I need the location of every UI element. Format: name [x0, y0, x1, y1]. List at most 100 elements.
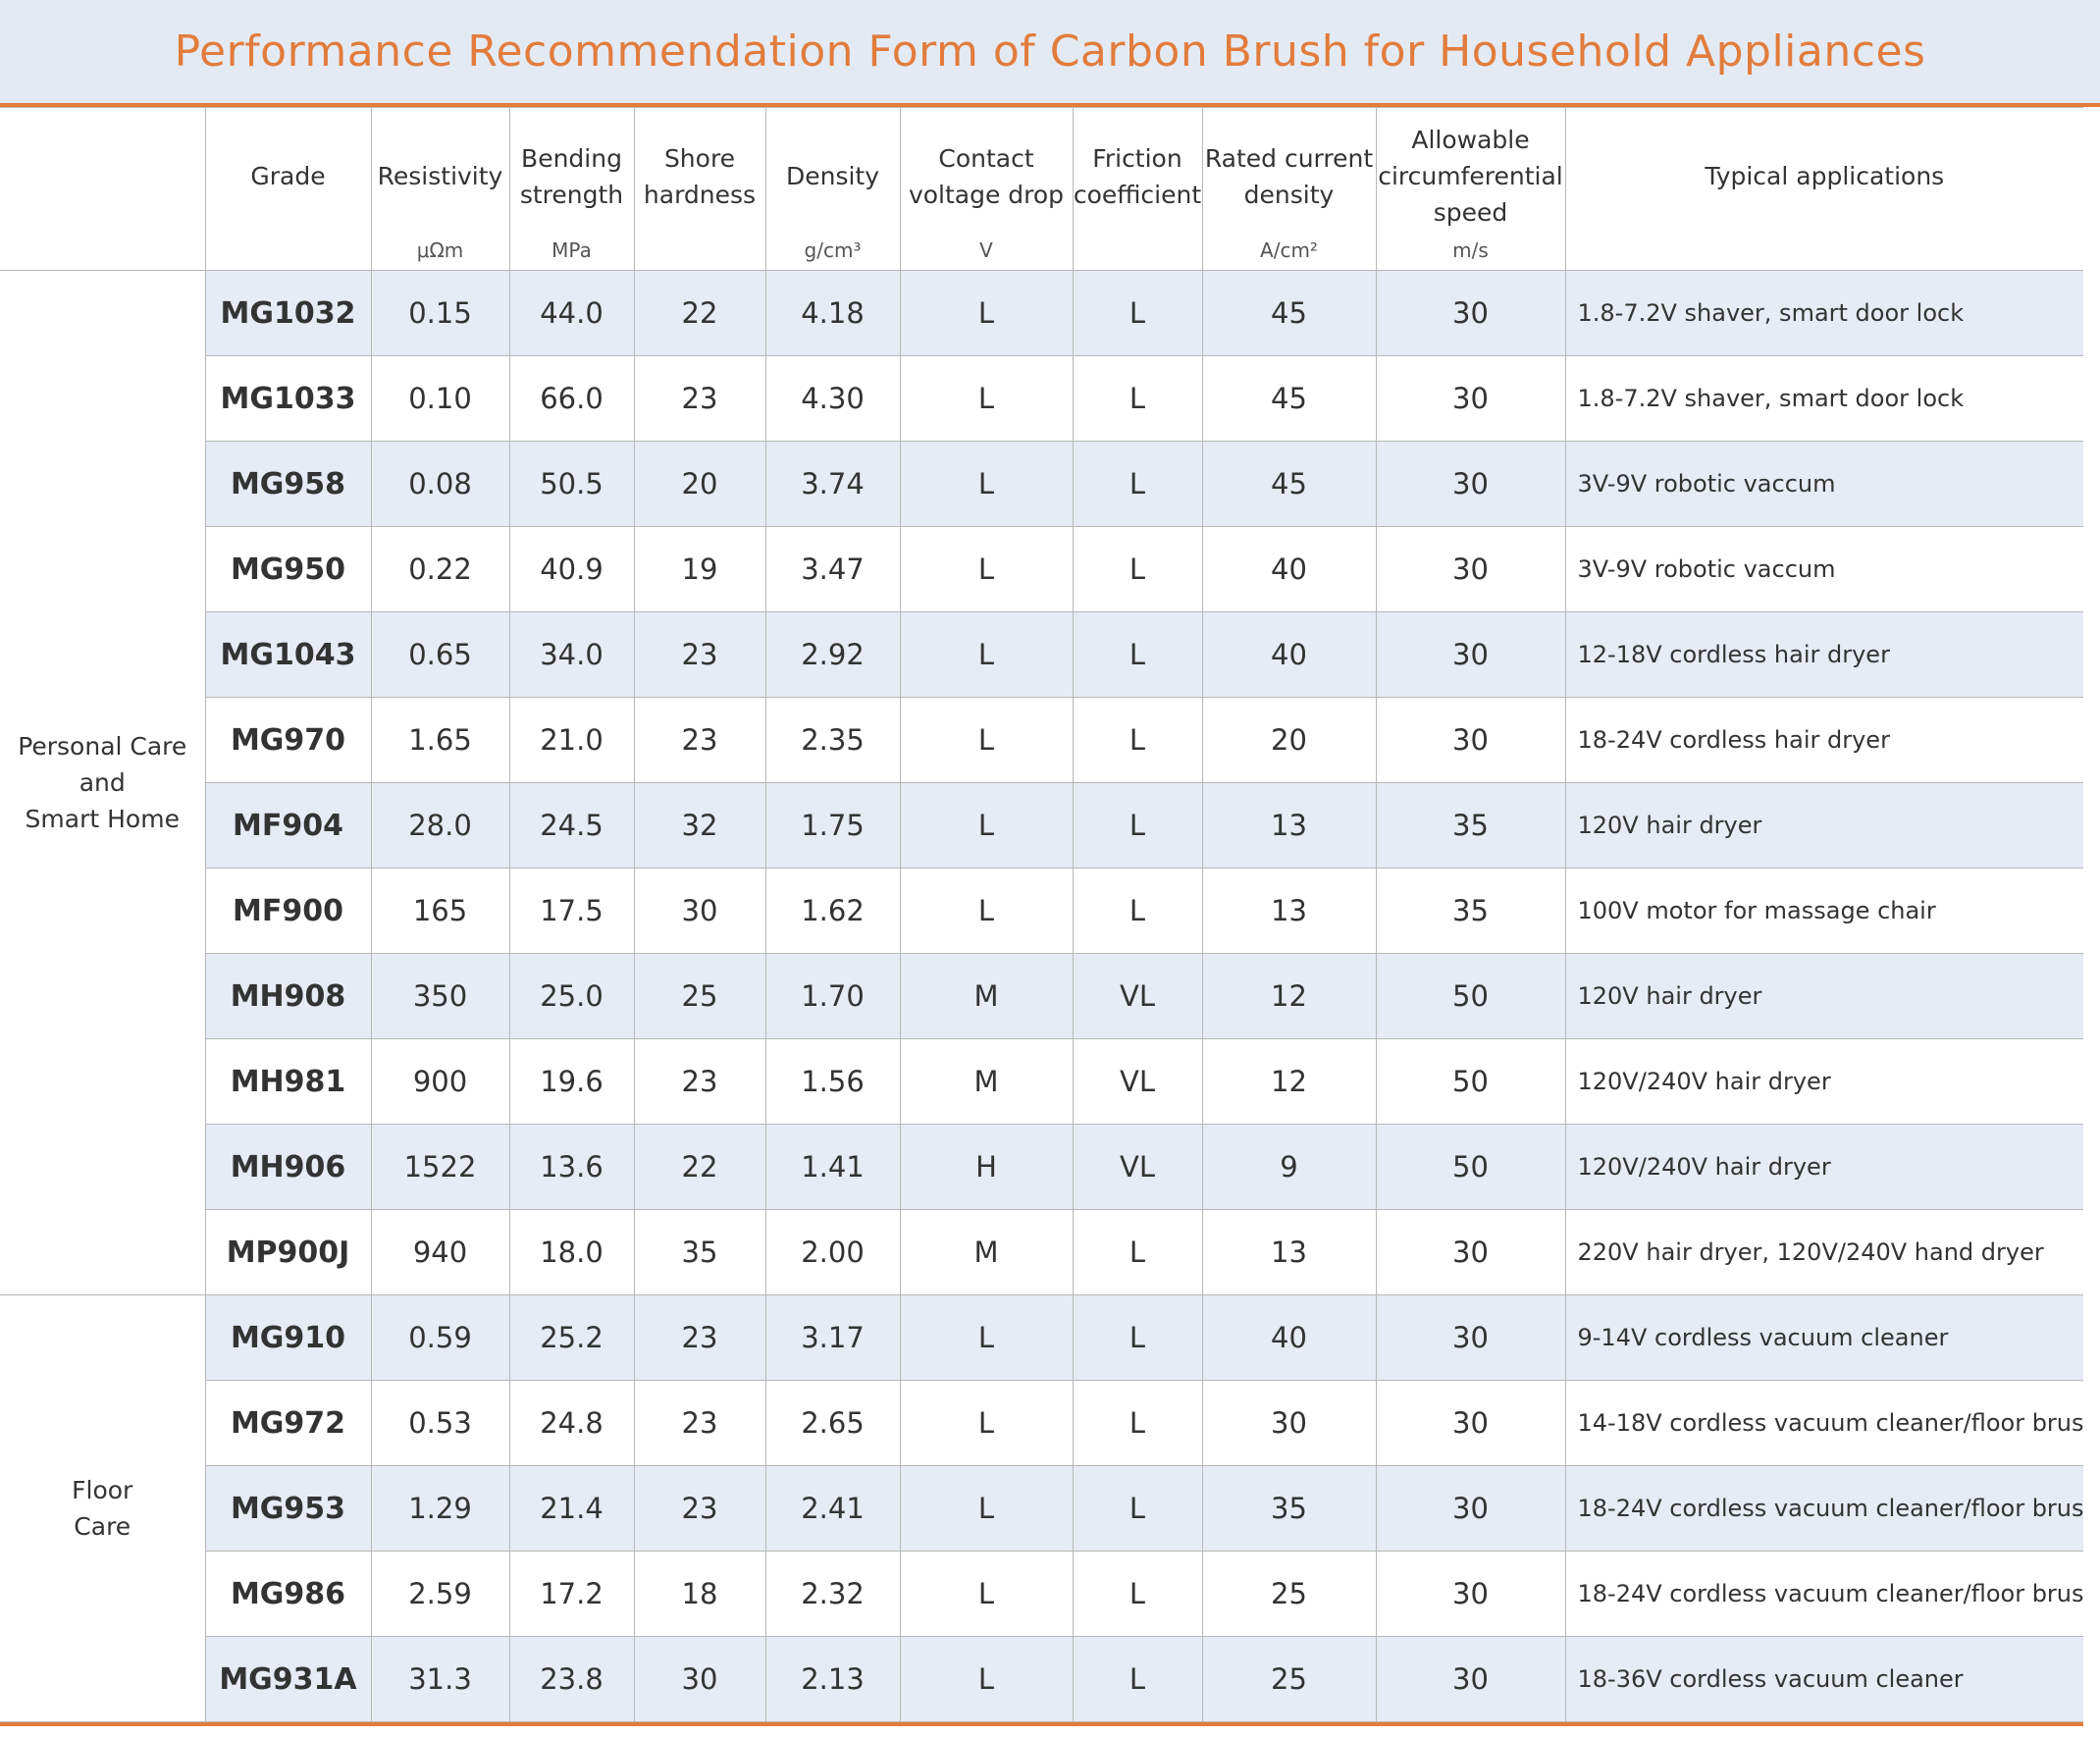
- header-cell: Resistivity μΩm: [370, 107, 510, 271]
- data-cell: 30: [1375, 1209, 1566, 1295]
- data-cell: 23: [633, 1380, 766, 1466]
- grade-cell: MG1032: [204, 270, 372, 356]
- data-cell: 18: [633, 1551, 766, 1637]
- data-cell: L: [1072, 1551, 1203, 1637]
- data-cell: 22: [633, 270, 766, 356]
- data-cell: 18-36V cordless vacuum cleaner: [1564, 1636, 2083, 1722]
- group-label: and: [79, 768, 126, 797]
- data-cell: L: [1072, 611, 1203, 698]
- data-cell: 3.74: [764, 441, 901, 527]
- table-row: MG986 2.59 17.2 18 2.32 L L 25 30 18-24V cordless…: [0, 1551, 2083, 1637]
- column-label: Rated current density: [1204, 143, 1374, 209]
- data-cell: 0.08: [370, 441, 510, 527]
- data-cell: 23: [633, 1465, 766, 1552]
- group-cell: Floor Care: [0, 1294, 206, 1722]
- data-cell: 40: [1201, 611, 1377, 698]
- table-row: MH906 1522 13.6 22 1.41 H VL 9 50 120V/240V hair …: [0, 1124, 2083, 1210]
- data-cell: 1.75: [764, 782, 901, 868]
- data-cell: 35: [1375, 868, 1566, 954]
- header-cell: Shore hardness: [633, 107, 766, 271]
- data-cell: L: [899, 868, 1074, 954]
- data-cell: 30: [1375, 270, 1566, 356]
- table-row: MG958 0.08 50.5 20 3.74 L L 45 30 3V-9V robotic v…: [0, 441, 2083, 527]
- data-cell: 30: [1375, 697, 1566, 783]
- data-cell: L: [899, 1465, 1074, 1552]
- data-cell: 2.13: [764, 1636, 901, 1722]
- data-cell: 165: [370, 868, 510, 954]
- data-cell: 21.0: [508, 697, 635, 783]
- data-cell: 0.53: [370, 1380, 510, 1466]
- data-cell: 23: [633, 1294, 766, 1381]
- data-cell: VL: [1072, 1124, 1203, 1210]
- data-cell: VL: [1072, 1038, 1203, 1125]
- data-cell: 34.0: [508, 611, 635, 698]
- data-cell: VL: [1072, 953, 1203, 1039]
- data-cell: 32: [633, 782, 766, 868]
- data-cell: 13: [1201, 782, 1377, 868]
- header-cell: Typical applications: [1564, 107, 2083, 271]
- data-cell: 120V/240V hair dryer: [1564, 1038, 2083, 1125]
- group-label: Care: [74, 1512, 131, 1541]
- data-cell: 23.8: [508, 1636, 635, 1722]
- data-cell: 1.8-7.2V shaver, smart door lock: [1564, 355, 2083, 442]
- header-cell: Density g/cm³: [764, 107, 901, 271]
- column-unit: MPa: [551, 238, 592, 262]
- data-cell: L: [1072, 782, 1203, 868]
- table-row: MG950 0.22 40.9 19 3.47 L L 40 30 3V-9V robotic v…: [0, 526, 2083, 612]
- data-cell: 30: [1375, 1380, 1566, 1466]
- data-cell: L: [1072, 868, 1203, 954]
- grade-cell: MG1033: [204, 355, 372, 442]
- data-cell: 66.0: [508, 355, 635, 442]
- data-cell: 13: [1201, 868, 1377, 954]
- data-cell: 30: [1375, 1636, 1566, 1722]
- column-unit: μΩm: [416, 238, 464, 262]
- data-cell: 1.29: [370, 1465, 510, 1552]
- data-cell: 3.47: [764, 526, 901, 612]
- grade-cell: MG958: [204, 441, 372, 527]
- data-cell: 220V hair dryer, 120V/240V hand dryer: [1564, 1209, 2083, 1295]
- data-cell: 50: [1375, 1038, 1566, 1125]
- data-cell: 17.5: [508, 868, 635, 954]
- data-cell: L: [1072, 355, 1203, 442]
- column-label: Allowable circumferential speed: [1378, 126, 1563, 227]
- column-unit: V: [979, 238, 993, 262]
- data-cell: 25: [1201, 1551, 1377, 1637]
- data-cell: M: [899, 1209, 1074, 1295]
- data-cell: 13.6: [508, 1124, 635, 1210]
- data-cell: 31.3: [370, 1636, 510, 1722]
- column-label: Grade: [250, 162, 326, 190]
- table-row: Personal Care and Smart Home MG1032 0.15 44.0…: [0, 270, 2083, 1295]
- data-cell: 2.59: [370, 1551, 510, 1637]
- data-cell: 12: [1201, 1038, 1377, 1125]
- data-cell: 45: [1201, 270, 1377, 356]
- data-cell: 1.8-7.2V shaver, smart door lock: [1564, 270, 2083, 356]
- grade-cell: MG986: [204, 1551, 372, 1637]
- data-cell: 20: [1201, 697, 1377, 783]
- data-cell: 23: [633, 355, 766, 442]
- data-cell: 4.18: [764, 270, 901, 356]
- data-cell: 9: [1201, 1124, 1377, 1210]
- data-cell: 45: [1201, 441, 1377, 527]
- data-cell: M: [899, 953, 1074, 1039]
- column-label: Bending strength: [519, 143, 624, 209]
- data-cell: 18.0: [508, 1209, 635, 1295]
- data-cell: 350: [370, 953, 510, 1039]
- header-cell: Grade: [204, 107, 372, 271]
- table-row: MG972 0.53 24.8 23 2.65 L L 30 30 14-18V cordless…: [0, 1380, 2083, 1466]
- data-cell: L: [1072, 441, 1203, 527]
- data-cell: 40: [1201, 1294, 1377, 1381]
- data-cell: L: [899, 1294, 1074, 1381]
- data-cell: 20: [633, 441, 766, 527]
- data-cell: 44.0: [508, 270, 635, 356]
- data-cell: 0.65: [370, 611, 510, 698]
- data-cell: 30: [1201, 1380, 1377, 1466]
- column-label: Contact voltage drop: [908, 143, 1065, 209]
- header-cell: [0, 107, 206, 271]
- data-cell: 35: [1375, 782, 1566, 868]
- data-cell: 30: [1375, 441, 1566, 527]
- data-cell: L: [899, 1551, 1074, 1637]
- table: Grade Resistivity μΩm Bending strength MPa Sh…: [0, 107, 2083, 1722]
- data-cell: 40.9: [508, 526, 635, 612]
- data-cell: 1522: [370, 1124, 510, 1210]
- data-cell: H: [899, 1124, 1074, 1210]
